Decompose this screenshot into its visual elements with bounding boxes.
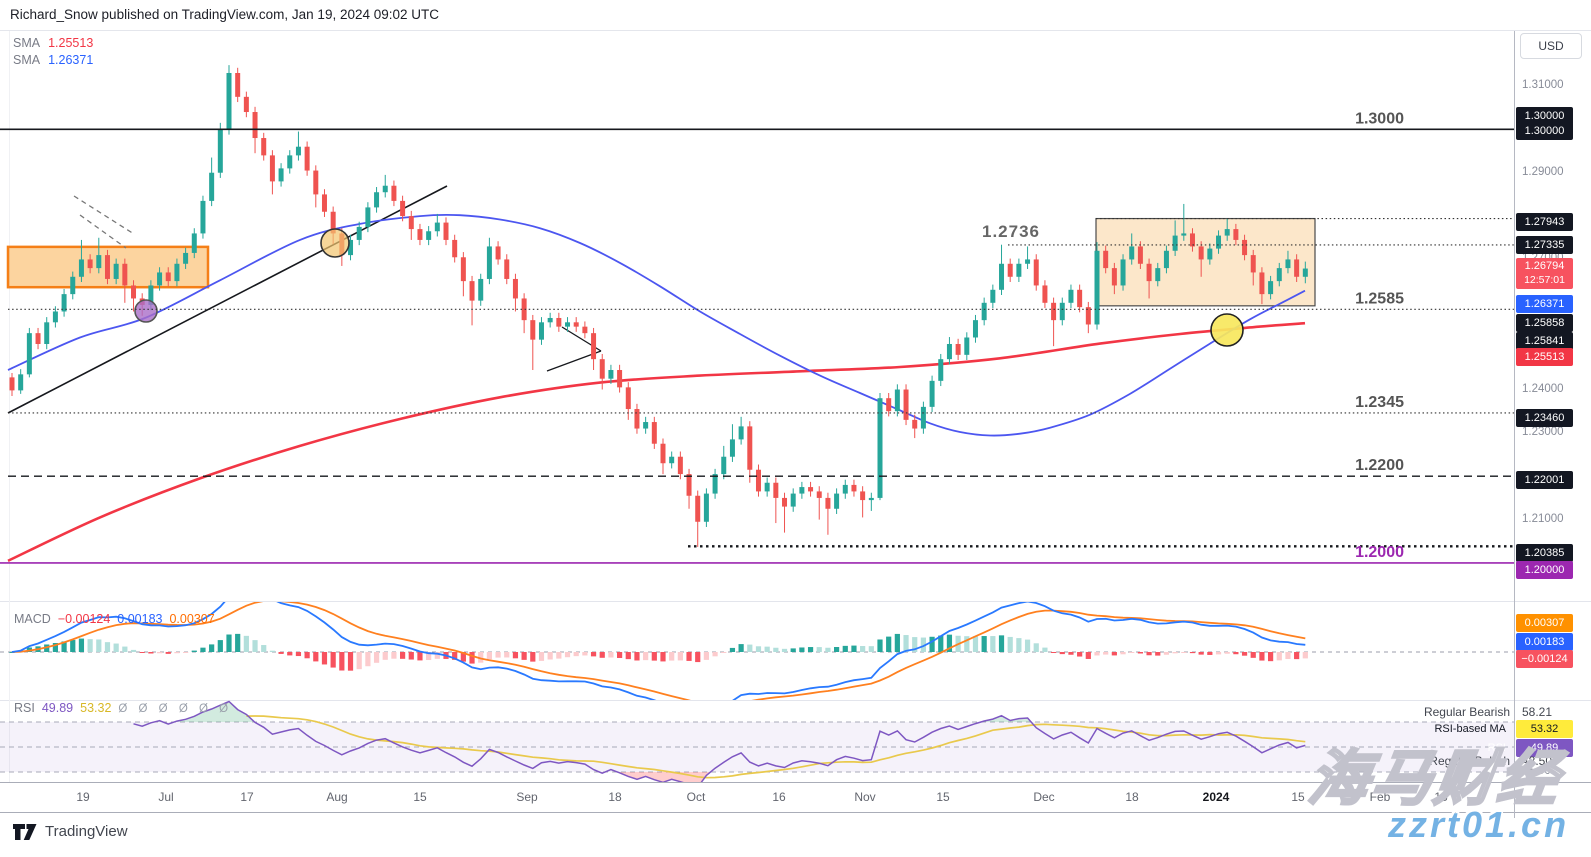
macd-line [11, 602, 1306, 700]
sma-legend-row[interactable]: SMA 1.26371 [13, 52, 93, 69]
horizontal-levels: 1.3000 1.2585 1.2345 1.2200 1.2000 1.2736 [0, 110, 1514, 564]
macd-hist-value: −0.00124 [57, 612, 111, 626]
tradingview-mark-icon [13, 824, 37, 840]
rsi-legend[interactable]: RSI 49.89 53.32 Ø Ø Ø Ø Ø Ø [14, 701, 239, 715]
flag-pattern-line [79, 214, 127, 249]
event-circle-marker [134, 299, 158, 323]
rsi-pane[interactable] [0, 700, 1514, 788]
svg-text:1.2345: 1.2345 [1355, 394, 1404, 411]
price-zone-box [1095, 217, 1316, 307]
publication-header: Richard_Snow published on TradingView.co… [0, 0, 1591, 31]
svg-text:1.2200: 1.2200 [1355, 457, 1404, 474]
sma-legend-row[interactable]: SMA 1.25513 [13, 35, 93, 52]
sma-slow-value: 1.25513 [48, 36, 94, 50]
event-circle-marker [320, 228, 350, 258]
macd-label: MACD [14, 612, 51, 626]
sma-slow-line [7, 321, 1306, 562]
macd-signal-line [11, 602, 1306, 700]
rsi-label: RSI [14, 701, 35, 715]
svg-text:1.2736: 1.2736 [982, 222, 1040, 241]
rsi-ma-value: 53.32 [80, 701, 112, 715]
macd-signal-value: 0.00307 [169, 612, 215, 626]
svg-text:1.2000: 1.2000 [1355, 544, 1404, 561]
currency-toggle-button[interactable]: USD [1520, 33, 1582, 59]
rsi-value: 49.89 [41, 701, 74, 715]
tradingview-logo[interactable]: TradingView [12, 820, 128, 842]
svg-text:1.3000: 1.3000 [1355, 110, 1404, 127]
svg-text:1.2585: 1.2585 [1355, 290, 1404, 307]
rsi-divergence-params: Ø Ø Ø Ø Ø Ø [118, 703, 233, 715]
trendline [7, 185, 448, 414]
price-pane[interactable] [6, 65, 1316, 562]
tradingview-brand-text: TradingView [45, 822, 128, 840]
rsi-line [133, 700, 1306, 782]
macd-line-value: 0.00183 [117, 612, 163, 626]
sma-label: SMA [13, 36, 41, 50]
macd-pane[interactable] [0, 590, 1514, 713]
macd-legend[interactable]: MACD −0.00124 0.00183 0.00307 [14, 612, 222, 626]
event-circle-marker [1210, 313, 1244, 347]
sma-fast-value: 1.26371 [48, 53, 94, 67]
sma-label: SMA [13, 53, 41, 67]
pane-borders [0, 30, 1591, 818]
indicator-legend: SMA 1.25513 SMA 1.26371 [13, 35, 93, 69]
flag-pattern-line [73, 195, 135, 235]
publication-title: Richard_Snow published on TradingView.co… [10, 7, 440, 22]
